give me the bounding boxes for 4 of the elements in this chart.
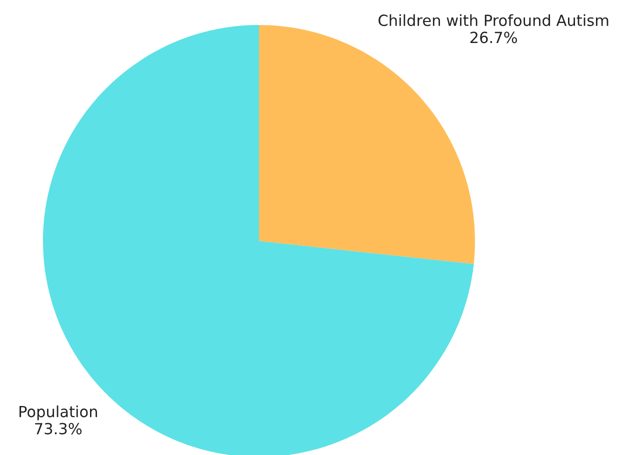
data-label: 26.7%	[470, 32, 518, 44]
data-label: 73.3%	[35, 422, 82, 434]
slice-label: Children with Profound Autism	[378, 14, 608, 26]
slice-label: Population	[20, 406, 97, 420]
